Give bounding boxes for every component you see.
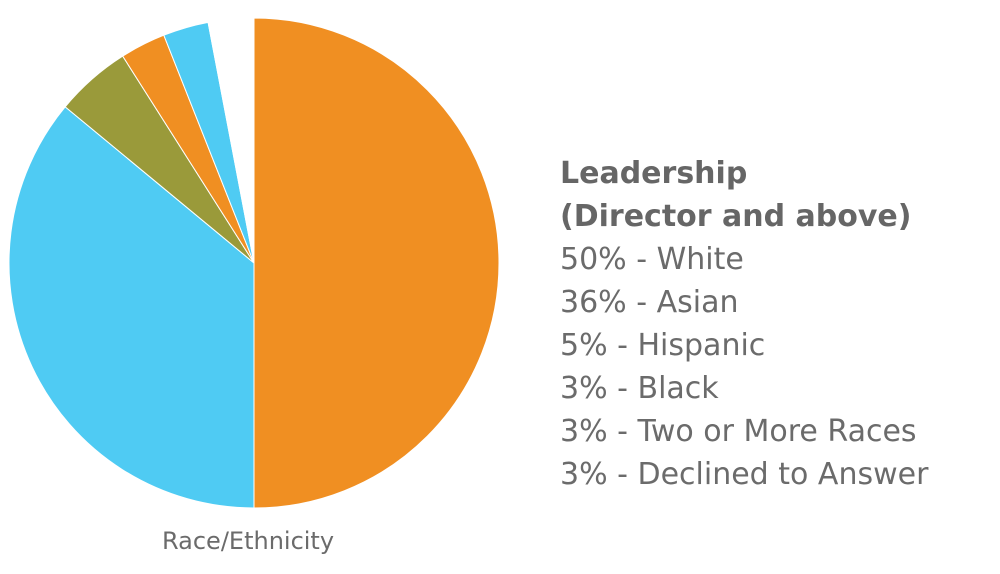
slice-declined: [207, 17, 255, 264]
slice-asian: [8, 106, 255, 509]
legend-item-two-or-more: 3% - Two or More Races: [560, 414, 917, 449]
slice-white: [253, 17, 500, 509]
legend-list: 50% - White 36% - Asian 5% - Hispanic 3%…: [560, 238, 928, 496]
legend-title-line-1: Leadership: [560, 156, 748, 191]
pie-caption: Race/Ethnicity: [162, 527, 335, 555]
legend-item-declined: 3% - Declined to Answer: [560, 457, 929, 492]
legend-item-hispanic: 5% - Hispanic: [560, 328, 766, 363]
pie-chart: [8, 17, 500, 509]
legend-item-white: 50% - White: [560, 242, 744, 277]
legend-title-line-2: (Director and above): [560, 199, 912, 234]
legend-item-asian: 36% - Asian: [560, 285, 739, 320]
legend: Leadership (Director and above) 50% - Wh…: [560, 152, 928, 496]
legend-item-black: 3% - Black: [560, 371, 719, 406]
